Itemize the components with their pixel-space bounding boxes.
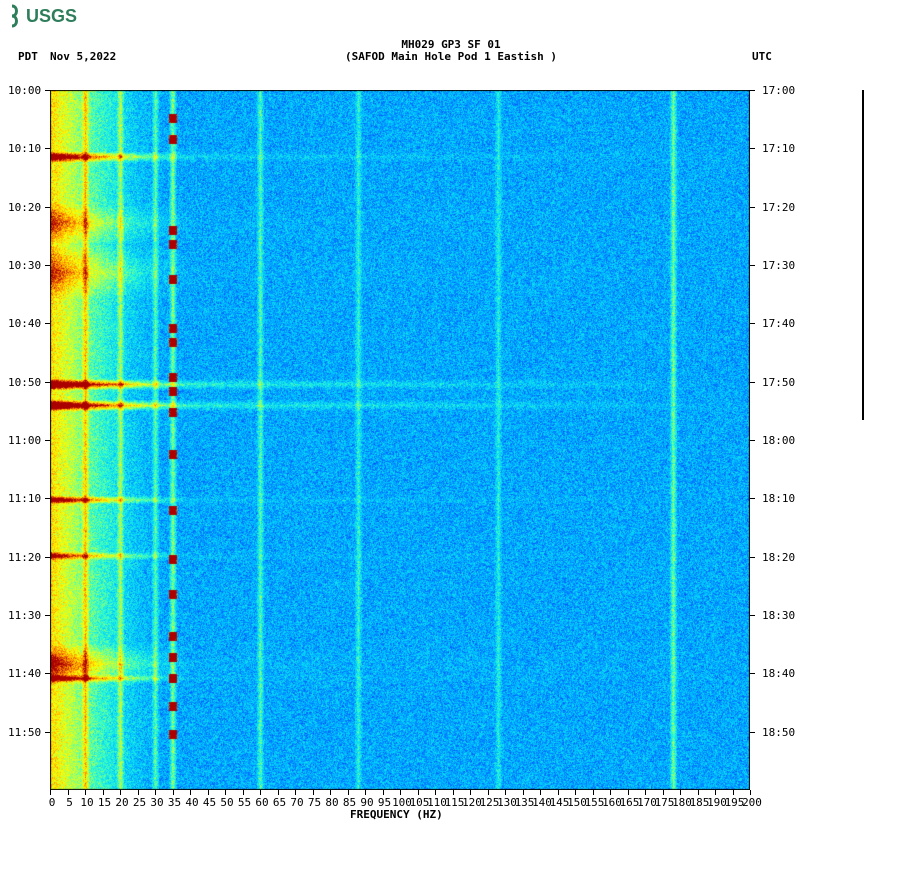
colorbar	[862, 90, 864, 420]
left-tick: 10:50	[8, 376, 41, 389]
left-tick: 11:00	[8, 434, 41, 447]
right-tick: 17:30	[762, 259, 795, 272]
usgs-logo: USGS	[10, 4, 100, 31]
spectrogram-plot	[50, 90, 750, 790]
left-tick: 10:40	[8, 317, 41, 330]
left-tick: 11:40	[8, 667, 41, 680]
left-tick: 10:10	[8, 142, 41, 155]
usgs-wave-icon	[12, 6, 17, 26]
right-tick: 17:10	[762, 142, 795, 155]
left-tick: 11:20	[8, 551, 41, 564]
right-tick: 17:00	[762, 84, 795, 97]
right-tick: 18:10	[762, 492, 795, 505]
right-tick: 18:50	[762, 726, 795, 739]
right-tick: 18:40	[762, 667, 795, 680]
colorbar-canvas	[862, 90, 864, 420]
right-tick: 17:40	[762, 317, 795, 330]
left-tick: 10:20	[8, 201, 41, 214]
usgs-text: USGS	[26, 6, 77, 26]
left-tick: 11:10	[8, 492, 41, 505]
x-axis-label: FREQUENCY (HZ)	[350, 808, 443, 821]
left-tick: 10:30	[8, 259, 41, 272]
right-timezone: UTC	[752, 50, 772, 63]
right-tick: 17:20	[762, 201, 795, 214]
right-tick: 18:00	[762, 434, 795, 447]
x-tick: 200	[742, 796, 762, 809]
left-tick: 11:30	[8, 609, 41, 622]
left-tick: 10:00	[8, 84, 41, 97]
spectrogram-canvas	[50, 90, 750, 790]
right-tick: 18:20	[762, 551, 795, 564]
left-tick: 11:50	[8, 726, 41, 739]
right-tick: 18:30	[762, 609, 795, 622]
right-tick: 17:50	[762, 376, 795, 389]
